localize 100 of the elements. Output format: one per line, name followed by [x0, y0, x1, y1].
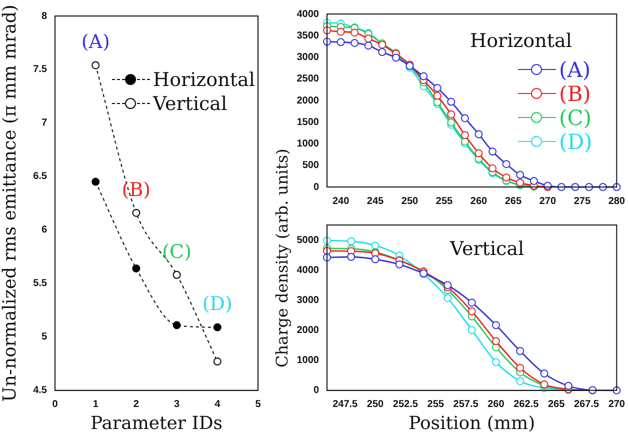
x-tick-label: 3 [174, 399, 180, 410]
x-tick-label: 260 [470, 196, 488, 207]
point [347, 237, 356, 246]
x-tick-label: 255 [436, 196, 454, 207]
y-tick-label: 2000 [296, 325, 320, 336]
y-tick-label: 1000 [296, 355, 320, 366]
point [530, 176, 538, 185]
point [92, 61, 100, 70]
x-axis-title: Position (mm) [408, 412, 536, 434]
y-tick-label: 1500 [296, 116, 320, 128]
point [447, 98, 456, 106]
x-tick-label: 240 [332, 196, 350, 207]
point [516, 347, 524, 356]
point [395, 260, 404, 268]
point [516, 170, 524, 179]
legend-label: (C) [559, 106, 592, 130]
annotation: (D) [202, 293, 232, 316]
legend-label: Horizontal [153, 69, 255, 91]
x-tick-label: 265 [548, 399, 566, 410]
x-tick-label: 250 [366, 399, 384, 410]
y-tick-label: 7 [41, 118, 48, 129]
x-tick-label: 2 [133, 399, 140, 410]
x-tick-label: 245 [366, 196, 384, 207]
x-tick-label: 255 [427, 399, 444, 410]
point [392, 54, 400, 62]
point [460, 131, 469, 140]
y-tick-label: 2000 [296, 95, 320, 106]
point [364, 42, 372, 50]
x-tick-label: 270 [608, 399, 626, 410]
point [444, 294, 452, 302]
y-tick-label: 500 [302, 160, 320, 172]
annotation: (C) [162, 240, 192, 263]
y-tick-label: 5 [41, 332, 48, 343]
point [433, 84, 442, 92]
x-tick-label: 270 [539, 196, 556, 207]
point [492, 321, 500, 330]
y-tick-label: 5.5 [33, 278, 48, 290]
y-tick-label: 0 [313, 182, 320, 193]
point [474, 149, 483, 158]
point [488, 164, 497, 172]
point [371, 255, 380, 264]
legend-label: (B) [559, 82, 591, 106]
y-tick-label: 5000 [296, 234, 320, 246]
x-tick-label: 252.5 [392, 399, 418, 410]
point [350, 28, 359, 37]
y-axis-title: Un-normalized rms emittance (π mm mrad) [0, 4, 20, 402]
x-tick-label: 257.5 [453, 399, 479, 410]
y-tick-label: 4000 [296, 8, 320, 20]
point [468, 326, 476, 334]
annotation: (A) [81, 31, 110, 54]
point [474, 130, 483, 138]
point [468, 298, 476, 307]
point [420, 72, 428, 80]
point [347, 252, 356, 261]
y-tick-label: 6 [41, 224, 48, 236]
x-tick-label: 250 [401, 196, 419, 207]
point [213, 358, 222, 366]
point [213, 323, 222, 332]
x-tick-label: 262.5 [514, 399, 540, 410]
y-tick-label: 8 [41, 10, 48, 22]
x-tick-label: 0 [52, 399, 58, 410]
point [492, 337, 500, 346]
legend-label: Vertical [153, 93, 228, 115]
point [488, 148, 497, 156]
point [492, 358, 500, 366]
x-tick-label: 280 [608, 196, 626, 207]
y-tick-label: 4000 [296, 264, 320, 276]
point [132, 264, 140, 272]
point [364, 34, 372, 43]
x-tick-label: 4 [214, 399, 221, 410]
point [468, 307, 476, 316]
y-tick-label: 0 [313, 385, 320, 396]
x-tick-label: 265 [504, 196, 522, 207]
point [516, 364, 524, 372]
point [172, 270, 181, 279]
point [92, 178, 100, 186]
point [502, 160, 510, 168]
point [371, 241, 380, 250]
y-axis-title: Charge density (arb. units) [272, 148, 292, 368]
point [172, 321, 181, 330]
point [502, 173, 510, 182]
x-tick-label: 5 [255, 399, 262, 410]
point [540, 370, 548, 378]
annotation: (B) [122, 178, 151, 201]
point [336, 38, 345, 46]
point [350, 38, 359, 47]
y-tick-label: 4.5 [33, 385, 48, 396]
x-tick-label: 267.5 [574, 399, 600, 410]
y-tick-label: 3500 [296, 30, 320, 42]
text: Vertical [450, 238, 524, 260]
point [132, 208, 140, 217]
point [378, 48, 386, 56]
x-tick-label: 247.5 [332, 399, 358, 410]
y-tick-label: 2500 [296, 74, 320, 85]
x-axis-title: Parameter IDs [90, 412, 223, 434]
y-tick-label: 3000 [296, 52, 320, 63]
point [447, 110, 456, 118]
y-tick-label: 6.5 [33, 171, 48, 182]
text: Horizontal [470, 30, 572, 52]
y-tick-label: 1000 [296, 138, 320, 150]
